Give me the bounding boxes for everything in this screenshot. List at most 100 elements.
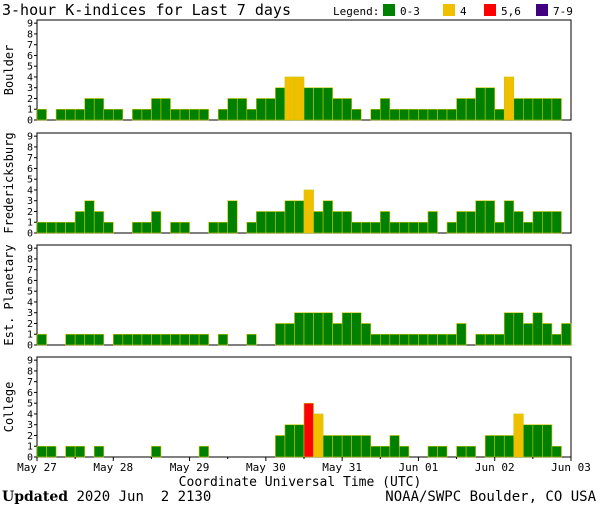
bar — [523, 323, 534, 346]
bar — [84, 98, 95, 121]
bar — [370, 333, 381, 346]
bar — [332, 435, 343, 458]
kindex-chart: 3-hour K-indices for Last 7 days Legend:… — [2, 1, 591, 488]
bar — [332, 323, 343, 346]
bar — [523, 424, 534, 458]
bar — [503, 76, 515, 121]
bar — [151, 445, 162, 458]
y-tick-label: 7 — [27, 40, 33, 51]
y-tick-label: 4 — [27, 185, 33, 196]
bar — [503, 312, 515, 346]
bar — [399, 445, 410, 458]
bar — [36, 108, 47, 121]
bar — [303, 402, 314, 458]
bar — [513, 211, 524, 234]
y-tick-label: 3 — [27, 196, 33, 207]
bar — [494, 108, 505, 121]
bar — [418, 221, 429, 234]
bar — [494, 221, 505, 234]
bar — [427, 108, 438, 121]
y-tick-label: 5 — [27, 175, 33, 186]
bar — [294, 424, 305, 458]
bar — [65, 108, 76, 121]
bar — [389, 333, 400, 346]
bar — [513, 413, 524, 458]
bar — [227, 200, 238, 234]
bar — [132, 221, 143, 234]
bar — [74, 445, 85, 458]
bar — [475, 333, 486, 346]
bar — [494, 435, 505, 458]
x-tick-label: May 27 — [17, 461, 57, 474]
y-tick-label: 3 — [27, 83, 33, 94]
bar — [246, 108, 257, 121]
bar — [322, 200, 333, 234]
bar — [475, 87, 486, 121]
y-tick-label: 9 — [27, 19, 33, 30]
bar — [265, 211, 276, 234]
bar — [256, 98, 267, 121]
bar — [408, 221, 419, 234]
bar — [93, 98, 105, 121]
source-credit: NOAA/SWPC Boulder, CO USA — [385, 489, 596, 505]
bar — [399, 221, 410, 234]
bar — [151, 211, 162, 234]
bar — [65, 333, 76, 346]
bar — [532, 211, 543, 234]
bar — [532, 424, 543, 458]
bar — [170, 333, 181, 346]
series-label: Fredericksburg — [2, 132, 16, 233]
legend-swatch-0 — [383, 4, 395, 16]
bar — [170, 221, 181, 234]
bar — [179, 333, 190, 346]
bar — [93, 445, 105, 458]
bar — [399, 108, 410, 121]
bar — [93, 333, 105, 346]
bar — [36, 445, 47, 458]
y-tick-label: 0 — [27, 453, 33, 464]
bar — [484, 333, 496, 346]
y-tick-label: 4 — [27, 297, 33, 308]
bar — [217, 333, 229, 346]
x-tick-label: May 28 — [93, 461, 133, 474]
bar — [456, 323, 467, 346]
y-tick-label: 2 — [27, 207, 33, 218]
y-tick-label: 8 — [27, 142, 33, 153]
bar — [456, 211, 467, 234]
y-tick-label: 4 — [27, 72, 33, 83]
bar — [198, 108, 209, 121]
legend-swatch-1 — [443, 4, 455, 16]
y-tick-label: 7 — [27, 377, 33, 388]
updated-timestamp: 2020 Jun 2 2130 — [68, 489, 212, 505]
bar — [112, 333, 124, 346]
legend-label-2: 5,6 — [501, 5, 521, 18]
bar — [74, 108, 85, 121]
y-tick-label: 0 — [27, 116, 33, 127]
legend-swatch-3 — [536, 4, 548, 16]
y-tick-label: 3 — [27, 308, 33, 319]
bar — [437, 333, 448, 346]
bar — [379, 98, 391, 121]
bar — [465, 98, 476, 121]
y-tick-label: 1 — [27, 105, 33, 116]
y-tick-label: 6 — [27, 388, 33, 399]
bar — [74, 211, 85, 234]
bar — [160, 333, 171, 346]
bar — [322, 87, 333, 121]
bar — [160, 98, 171, 121]
bar — [370, 108, 381, 121]
bar — [360, 435, 372, 458]
bar — [542, 98, 553, 121]
updated-label: Updated — [2, 489, 69, 505]
updated-footer: Updated 2020 Jun 2 2130 — [2, 489, 211, 505]
x-axis: May 27 May 28 May 29 May 30 May 31 Jun 01 Jun … — [17, 457, 591, 474]
bar — [65, 221, 76, 234]
bar — [418, 108, 429, 121]
y-tick-label: 5 — [27, 287, 33, 298]
bar — [141, 333, 152, 346]
bar — [389, 435, 400, 458]
bar — [360, 221, 372, 234]
chart-title: 3-hour K-indices for Last 7 days — [2, 1, 291, 19]
bar — [46, 445, 57, 458]
